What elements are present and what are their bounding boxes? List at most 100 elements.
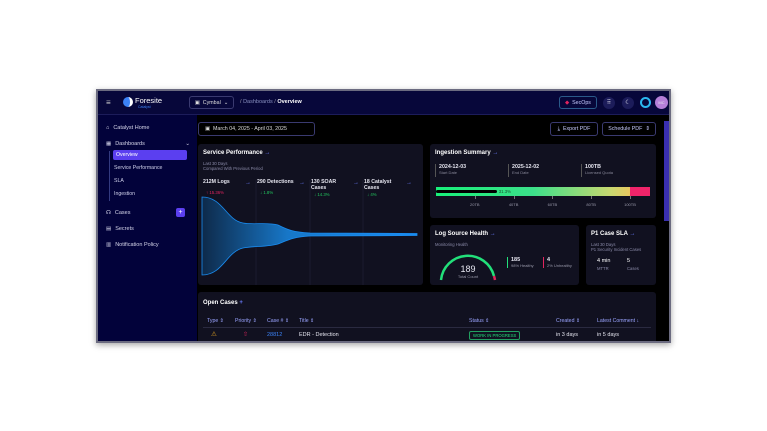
end-value: 2025-12-02 (512, 164, 540, 170)
tenant-name: Cymbal (202, 99, 221, 106)
sidebar-item-catalyst-home[interactable]: ⌂ Catalyst Home (106, 125, 149, 131)
quota-label: Licensed Quota (585, 170, 614, 175)
open-cases-card: Open Cases + Type ⇕ Priority ⇕ Case # ⇕ … (198, 292, 656, 341)
theme-toggle-icon[interactable]: ☾ (622, 97, 634, 109)
scrollbar[interactable] (664, 121, 669, 221)
add-icon[interactable]: + (239, 300, 243, 306)
column-priority[interactable]: Priority ⇕ (235, 318, 257, 324)
metric-delta: ↓ 4% (367, 192, 377, 197)
total-label: Total Count (457, 274, 479, 279)
bell-icon: ▥ (106, 242, 112, 248)
sidebar-sub-sla[interactable]: SLA (114, 178, 124, 184)
sidebar-sub-ingestion[interactable]: Ingestion (114, 191, 136, 197)
title-text: P1 Case SLA (591, 231, 628, 237)
column-case-number[interactable]: Case # ⇕ (267, 318, 290, 324)
tick-label: 40TB (508, 202, 519, 207)
calendar-icon: ▣ (205, 126, 211, 132)
arrow-right-icon[interactable]: → (264, 150, 271, 156)
date-range-picker[interactable]: ▣ March 04, 2025 - April 03, 2025 (198, 122, 315, 136)
quota-value: 100TB (585, 164, 601, 170)
sidebar: ⌂ Catalyst Home ▦ Dashboards ⌄ Overview Ser… (98, 115, 197, 341)
title-text: Ingestion Summary (435, 150, 491, 156)
breadcrumb-dashboards[interactable]: Dashboards (243, 99, 273, 105)
column-title[interactable]: Title ⇕ (299, 318, 315, 324)
arrow-right-icon[interactable]: → (299, 180, 305, 186)
tick-label: 20TB (470, 202, 480, 207)
high-priority-icon: ⇧ (243, 332, 249, 338)
column-latest-comment[interactable]: Latest Comment ↓ (597, 318, 640, 324)
sidebar-sub-overview[interactable]: Overview (113, 150, 187, 160)
start-label: Start Date (439, 170, 458, 175)
funnel-shape (201, 196, 418, 276)
healthy-label: 98% Healthy (511, 263, 534, 268)
arrow-right-icon[interactable]: → (489, 231, 496, 237)
menu-icon[interactable]: ≡ (106, 98, 111, 107)
arrow-right-icon[interactable]: → (629, 231, 636, 237)
cases-value: 5 (627, 258, 631, 264)
sidebar-sub-service-performance[interactable]: Service Performance (114, 165, 163, 171)
title-text: Open Cases (203, 300, 238, 306)
arrow-right-icon[interactable]: → (353, 180, 359, 186)
arrow-right-icon[interactable]: → (245, 180, 251, 186)
log-source-health-card: Log Source Health → Monitoring Health 18… (430, 225, 579, 285)
status-badge: WORK IN PROGRESS (469, 331, 521, 340)
download-icon: ⤓ (557, 125, 560, 132)
apps-grid-icon[interactable]: ⠿ (603, 97, 615, 109)
avatar[interactable]: MC (655, 96, 668, 109)
secops-label: SecOps (572, 99, 591, 106)
breadcrumb: / Dashboards / Overview (240, 99, 302, 105)
service-performance-card: Service Performance → Last 30 Days Compa… (198, 144, 423, 285)
period-label: Last 30 Days (203, 161, 228, 166)
sidebar-item-dashboards[interactable]: ▦ Dashboards ⌄ (106, 141, 190, 147)
brand-name: Foresite (135, 96, 163, 105)
sidebar-item-cases[interactable]: ☊ Cases (106, 210, 130, 216)
funnel-chart (201, 180, 418, 285)
metric-label: 18 Catalyst Cases (364, 179, 392, 191)
tick-mark (513, 196, 515, 199)
arrow-right-icon[interactable]: → (492, 150, 499, 156)
status-ring-icon[interactable] (640, 97, 651, 108)
unhealthy-value: 4 (547, 257, 551, 263)
card-title: Log Source Health → (435, 231, 496, 237)
headset-icon: ☊ (106, 210, 111, 216)
metric-delta: ↑ 15.36% (206, 190, 224, 195)
logo-icon (123, 97, 133, 107)
secops-button[interactable]: ◆ SecOps (559, 96, 597, 109)
sort-icon: ⇕ (645, 126, 650, 132)
sidebar-item-secrets[interactable]: ▤ Secrets (106, 226, 134, 232)
add-case-button[interactable]: + (176, 208, 185, 217)
period-label: Last 30 Days (591, 242, 616, 247)
unhealthy-stat: 4 2% Unhealthy (543, 257, 572, 268)
home-icon: ⌂ (106, 125, 110, 131)
submenu-line (109, 151, 110, 201)
card-title: Service Performance → (203, 150, 270, 156)
breadcrumb-overview: Overview (277, 99, 302, 105)
tick-label: 60TB (547, 202, 558, 207)
export-pdf-button[interactable]: ⤓ Export PDF (550, 122, 598, 136)
arrow-right-icon[interactable]: → (406, 180, 412, 186)
p1-case-sla-card: P1 Case SLA → Last 30 Days P1 Security I… (586, 225, 656, 285)
app-window: ≡ Foresite Catalyst ▣ Cymbal ⌄ / Dashboard… (96, 89, 671, 343)
usage-label: 31.3% (498, 188, 511, 194)
ingestion-bar (436, 187, 630, 196)
sidebar-label: Dashboards (115, 141, 145, 147)
total-count: 189 (460, 264, 476, 274)
column-type[interactable]: Type ⇕ (207, 318, 225, 324)
warning-icon: ⚠ (211, 331, 217, 338)
sidebar-item-notification-policy[interactable]: ▥ Notification Policy (106, 242, 159, 248)
tenant-select[interactable]: ▣ Cymbal ⌄ (189, 96, 234, 109)
case-number-link[interactable]: 28812 (267, 332, 283, 338)
column-created[interactable]: Created ⇕ (556, 318, 581, 324)
end-label: End Date (512, 170, 529, 175)
top-bar: ≡ Foresite Catalyst ▣ Cymbal ⌄ / Dashboard… (98, 91, 669, 115)
start-value: 2024-12-03 (439, 164, 467, 170)
ingestion-summary-card: Ingestion Summary → 2024-12-03 Start Date… (430, 144, 656, 218)
table-row[interactable]: ⚠ ⇧ 28812 EDR - Detection WORK IN PROGRE… (198, 330, 656, 341)
title-text: Service Performance (203, 150, 263, 156)
metric-label: 212M Logs (203, 179, 230, 185)
schedule-pdf-button[interactable]: Schedule PDF ⇕ (602, 122, 656, 136)
column-status[interactable]: Status ⇕ (469, 318, 490, 324)
building-icon: ▣ (194, 99, 200, 106)
created-value: in 3 days (556, 332, 579, 338)
over-quota-bar (630, 187, 650, 196)
